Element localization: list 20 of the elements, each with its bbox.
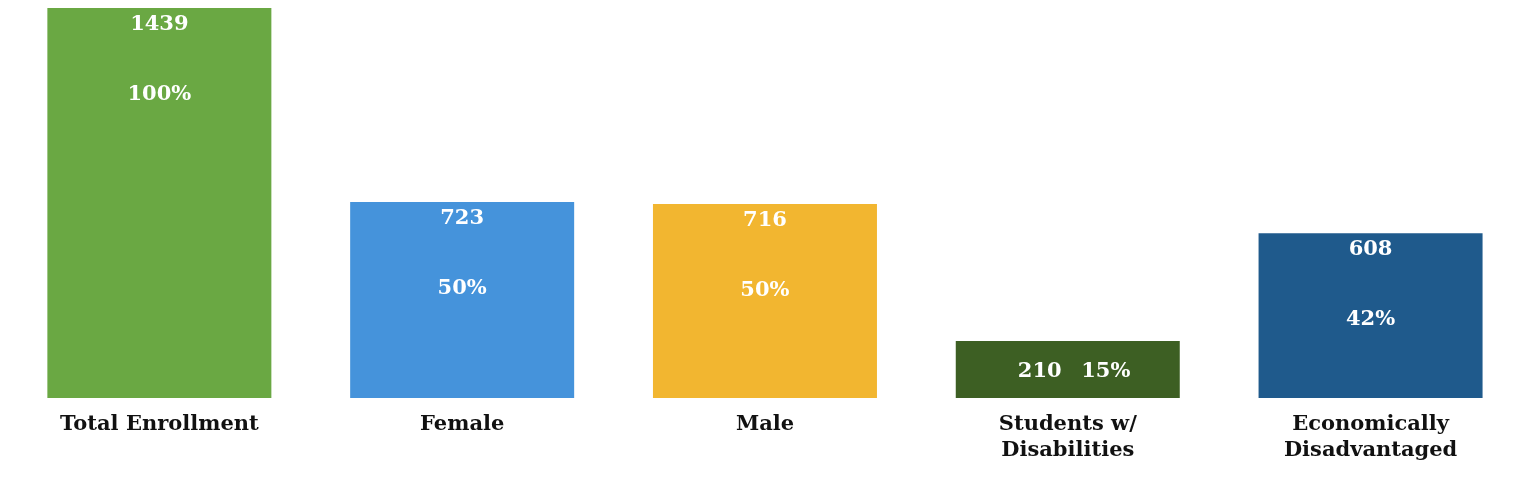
x-tick-label: Male	[735, 410, 795, 435]
annotation: 15%	[1081, 356, 1131, 382]
bar	[47, 8, 272, 398]
annotation: 100%	[127, 80, 192, 105]
data-label: 210	[1017, 356, 1062, 382]
data-label: 608	[1348, 235, 1393, 261]
x-tick-label: Students w/ Disabilities	[998, 410, 1138, 461]
bar	[1258, 233, 1483, 398]
x-tick-label: Economically Disadvantaged	[1283, 410, 1458, 461]
x-tick-label: Total Enrollment	[60, 410, 260, 435]
bar	[350, 202, 575, 398]
data-label: 723	[440, 204, 485, 230]
bar	[652, 203, 877, 398]
annotation: 50%	[437, 274, 487, 300]
annotation: 42%	[1345, 305, 1396, 331]
annotation: 50%	[740, 275, 790, 301]
data-label: 716	[743, 205, 787, 231]
bar	[955, 341, 1180, 398]
x-tick-label: Female	[420, 410, 505, 435]
data-label: 1439	[130, 10, 189, 35]
